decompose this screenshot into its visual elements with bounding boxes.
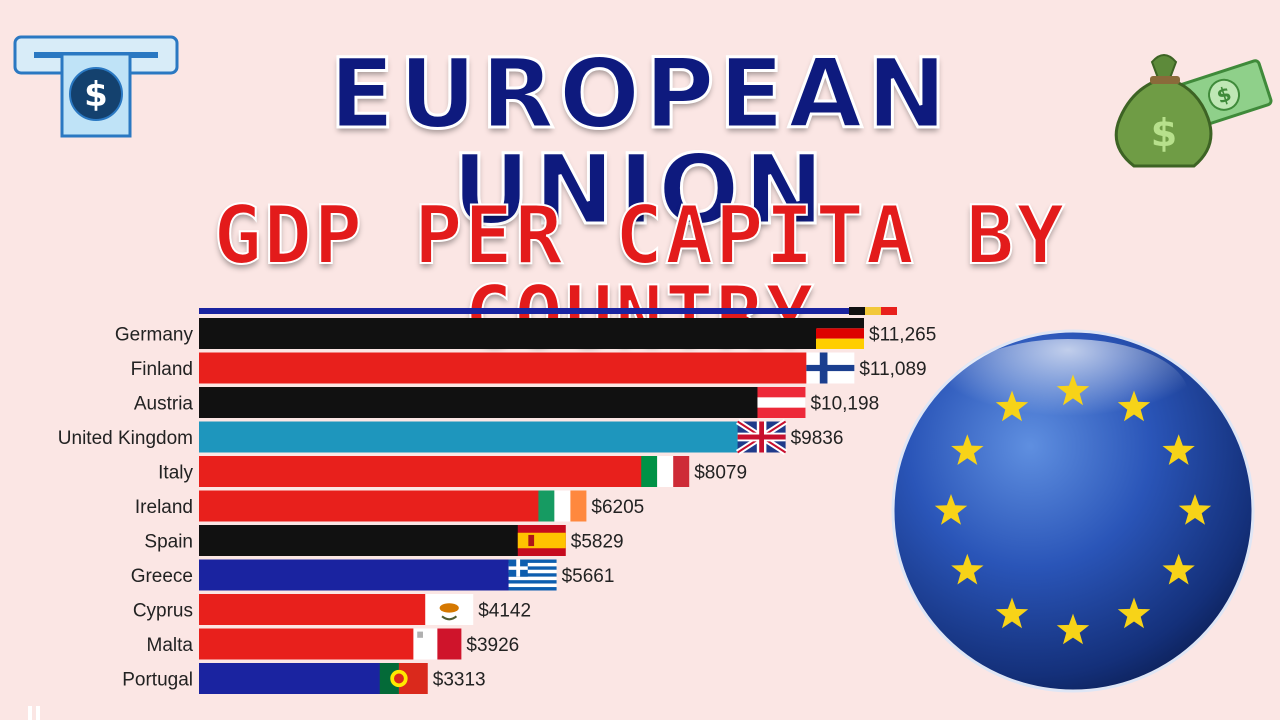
bar-chart: Germany $11,265 Finland $11,089 Austria $10,1…: [58, 307, 936, 694]
eu-star-icon: [995, 597, 1029, 629]
country-label: Austria: [134, 394, 194, 415]
svg-text:$: $: [84, 75, 108, 115]
country-label: Cyprus: [133, 601, 193, 622]
eu-star-icon: [1162, 553, 1195, 585]
germany-flag-icon: [816, 318, 864, 349]
italy-flag-icon: [641, 456, 690, 487]
country-label: Ireland: [135, 497, 193, 518]
bar: [199, 490, 540, 522]
value-label: $6205: [591, 497, 644, 518]
eu-star-icon: [1056, 374, 1090, 406]
top-bar-strip-flag: [865, 307, 881, 315]
value-label: $4142: [478, 601, 531, 622]
value-label: $8079: [694, 463, 747, 484]
value-label: $10,198: [810, 394, 879, 415]
atm-cash-icon: $: [12, 34, 180, 140]
bar: [199, 628, 415, 660]
country-label: Malta: [147, 635, 194, 656]
top-bar-strip-flag: [849, 307, 865, 315]
malta-flag-icon: [413, 628, 462, 660]
value-label: $5661: [562, 566, 615, 587]
bar: [199, 387, 759, 418]
value-label: $5829: [571, 532, 624, 553]
finland-flag-icon: [806, 352, 855, 384]
eu-star-icon: [951, 434, 984, 465]
ireland-flag-icon: [538, 490, 587, 522]
bar: [199, 421, 739, 453]
value-label: $11,089: [859, 359, 926, 380]
country-label: Spain: [144, 532, 193, 553]
value-label: $11,265: [869, 325, 936, 346]
eu-star-icon: [1117, 390, 1151, 422]
top-bar-strip: [199, 308, 849, 314]
bar: [199, 352, 808, 384]
eu-star-icon: [1162, 434, 1195, 465]
portugal-flag-icon: [379, 663, 428, 694]
bar: [199, 456, 643, 487]
country-label: Finland: [131, 359, 193, 380]
bar: [199, 318, 817, 349]
country-label: Italy: [158, 463, 193, 484]
eu-star-icon: [1117, 597, 1151, 629]
pause-icon: [28, 706, 44, 720]
value-label: $3313: [433, 670, 486, 691]
eu-star-icon: [995, 390, 1029, 422]
country-label: United Kingdom: [58, 428, 193, 449]
money-bag-icon: $ $: [1104, 38, 1274, 178]
eu-star-icon: [951, 553, 984, 585]
eu-star-icon: [1056, 613, 1090, 645]
eu-star-icon: [1178, 494, 1212, 525]
page-title: EUROPEAN UNION: [328, 38, 951, 246]
bar: [199, 663, 381, 694]
united-kingdom-flag-icon: [735, 418, 788, 456]
country-label: Germany: [115, 325, 194, 346]
bar: [199, 594, 427, 625]
bar: [199, 525, 519, 556]
bar: [199, 559, 510, 591]
value-label: $9836: [791, 428, 844, 449]
country-label: Greece: [131, 566, 193, 587]
value-label: $3926: [466, 635, 519, 656]
greece-flag-icon: [508, 559, 557, 591]
country-label: Portugal: [122, 670, 193, 691]
top-bar-strip-flag: [881, 307, 897, 315]
spain-flag-icon: [517, 525, 566, 556]
eu-flag-globe-icon: [890, 324, 1256, 698]
eu-star-icon: [934, 494, 968, 525]
svg-text:$: $: [1151, 111, 1177, 155]
cyprus-flag-icon: [425, 594, 474, 625]
austria-flag-icon: [757, 387, 806, 418]
